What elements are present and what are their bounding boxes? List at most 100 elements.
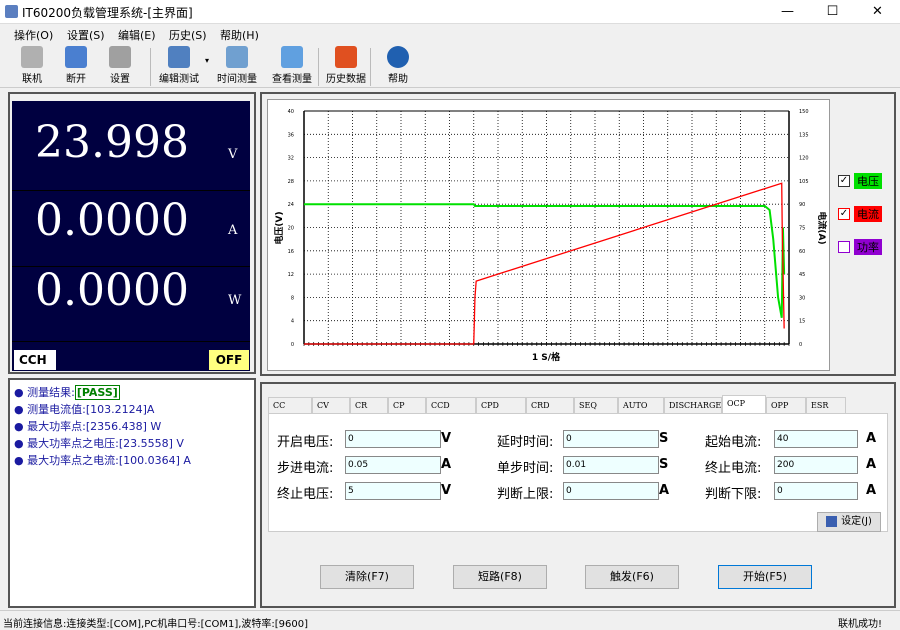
- y-tick-right: 60: [799, 249, 805, 255]
- toolbar-button-help[interactable]: 帮助: [370, 46, 426, 85]
- bullet-icon: ●: [14, 454, 28, 467]
- y-tick-right: 120: [799, 156, 809, 162]
- toolbar-button-disconnect[interactable]: 断开: [56, 46, 96, 85]
- y-tick-right: 135: [799, 132, 809, 138]
- connection-info: 当前连接信息:连接类型:[COM],PC机串口号:[COM1],波特率:[960…: [3, 619, 309, 630]
- toolbar-button-view-measure[interactable]: 查看测量: [264, 46, 320, 85]
- tab-ocp[interactable]: OCP: [722, 395, 766, 414]
- power-readout: 0.0000: [35, 265, 189, 316]
- menu-settings[interactable]: 设置(S): [67, 29, 105, 42]
- field-unit: S: [659, 431, 669, 446]
- tab-ccd[interactable]: CCD: [426, 397, 476, 414]
- close-button[interactable]: ✕: [872, 4, 883, 19]
- toolbar-button-label: 时间测量: [217, 74, 257, 85]
- y-tick-left: 16: [288, 249, 294, 255]
- tab-cp[interactable]: CP: [388, 397, 426, 414]
- legend-item-0[interactable]: ✓ 电压: [838, 173, 882, 189]
- dropdown-arrow-icon[interactable]: ▾: [205, 56, 210, 65]
- field-input-4[interactable]: [563, 456, 659, 474]
- y-tick-left: 20: [288, 226, 294, 232]
- toolbar-separator: [370, 48, 371, 86]
- toolbar-button-gear[interactable]: 设置: [100, 46, 140, 85]
- legend-label: 功率: [854, 239, 882, 255]
- tab-esr[interactable]: ESR: [806, 397, 846, 414]
- y-axis-label-left: 电压(V): [273, 211, 285, 244]
- field-label: 开启电压:: [277, 435, 334, 450]
- menu-help[interactable]: 帮助(H): [220, 29, 259, 42]
- legend-checkbox[interactable]: ✓: [838, 208, 850, 220]
- toolbar-button-label: 断开: [66, 74, 86, 85]
- field-label: 单步时间:: [497, 461, 554, 476]
- field-input-0[interactable]: [345, 430, 441, 448]
- maximize-button[interactable]: ☐: [826, 4, 839, 19]
- view-measure-icon: [281, 46, 303, 68]
- tab-crd[interactable]: CRD: [526, 397, 574, 414]
- x-axis-label: 1 S/格: [532, 351, 561, 363]
- field-input-2[interactable]: [774, 430, 858, 448]
- tab-cv[interactable]: CV: [312, 397, 350, 414]
- y-tick-left: 24: [288, 202, 294, 208]
- y-tick-right: 0: [799, 342, 802, 348]
- save-icon: [826, 515, 838, 527]
- toolbar-button-bar-chart[interactable]: 历史数据: [318, 46, 374, 85]
- start-button[interactable]: 开始(F5): [718, 565, 812, 589]
- tab-seq[interactable]: SEQ: [574, 397, 618, 414]
- connection-status: 联机成功!: [838, 619, 883, 630]
- tab-opp[interactable]: OPP: [766, 397, 806, 414]
- result-label: 最大功率点之电压:: [27, 437, 119, 450]
- field-label: 起始电流:: [705, 435, 762, 450]
- legend-label: 电压: [854, 173, 882, 189]
- tab-cr[interactable]: CR: [350, 397, 388, 414]
- legend-checkbox[interactable]: ✓: [838, 175, 850, 187]
- menu-operate[interactable]: 操作(O): [14, 29, 54, 42]
- field-unit: A: [866, 483, 877, 498]
- field-input-6[interactable]: [345, 482, 441, 500]
- field-unit: A: [866, 457, 877, 472]
- y-tick-left: 36: [288, 132, 294, 138]
- field-input-5[interactable]: [774, 456, 858, 474]
- tab-cc[interactable]: CC: [268, 397, 312, 414]
- set-button[interactable]: 设定(J): [817, 512, 881, 532]
- divider: [12, 266, 250, 267]
- legend-checkbox[interactable]: [838, 241, 850, 253]
- clear-button[interactable]: 清除(F7): [320, 565, 414, 589]
- toolbar-button-label: 查看测量: [272, 74, 312, 85]
- field-input-3[interactable]: [345, 456, 441, 474]
- field-label: 判断上限:: [497, 487, 554, 502]
- status-bar: 当前连接信息:连接类型:[COM],PC机串口号:[COM1],波特率:[960…: [0, 610, 900, 630]
- field-unit: A: [441, 457, 452, 472]
- list-edit-icon: [168, 46, 190, 68]
- voltage-unit: V: [228, 147, 238, 162]
- toolbar-button-list-edit[interactable]: 编辑测试: [151, 46, 207, 85]
- field-label: 步进电流:: [277, 461, 334, 476]
- result-value: [100.0364] A: [118, 454, 191, 467]
- toolbar-button-connect[interactable]: 联机: [12, 46, 52, 85]
- menu-edit[interactable]: 编辑(E): [118, 29, 156, 42]
- toolbar-button-time-measure[interactable]: 时间测量: [209, 46, 265, 85]
- result-item: ● 测量结果: [PASS]: [14, 384, 120, 400]
- chart-panel: 0 4 8 12 16 20 24 28 32 36 40 0 15 30 45 60 75 90 105 120 13…: [260, 92, 896, 376]
- menu-history[interactable]: 历史(S): [169, 29, 207, 42]
- legend-item-1[interactable]: ✓ 电流: [838, 206, 882, 222]
- result-value: [PASS]: [74, 385, 120, 400]
- short-button[interactable]: 短路(F8): [453, 565, 547, 589]
- chart-area: 0 4 8 12 16 20 24 28 32 36 40 0 15 30 45 60 75 90 105 120 13…: [267, 99, 830, 371]
- app-icon: [5, 5, 18, 18]
- bullet-icon: ●: [14, 386, 28, 399]
- result-item: ● 最大功率点之电流:[100.0364] A: [14, 452, 191, 468]
- tab-auto[interactable]: AUTO: [618, 397, 664, 414]
- field-input-1[interactable]: [563, 430, 659, 448]
- legend-item-2[interactable]: 功率: [838, 239, 882, 255]
- field-label: 判断下限:: [705, 487, 762, 502]
- power-unit: W: [228, 293, 242, 308]
- minimize-button[interactable]: —: [781, 4, 794, 19]
- trigger-button[interactable]: 触发(F6): [585, 565, 679, 589]
- field-input-7[interactable]: [563, 482, 659, 500]
- load-state-indicator: OFF: [209, 350, 249, 370]
- field-input-8[interactable]: [774, 482, 858, 500]
- y-tick-right: 45: [799, 272, 805, 278]
- tab-cpd[interactable]: CPD: [476, 397, 526, 414]
- tab-discharge[interactable]: DISCHARGE: [664, 397, 722, 414]
- field-label: 终止电流:: [705, 461, 762, 476]
- y-axis-label-right: 电流(A): [816, 211, 828, 244]
